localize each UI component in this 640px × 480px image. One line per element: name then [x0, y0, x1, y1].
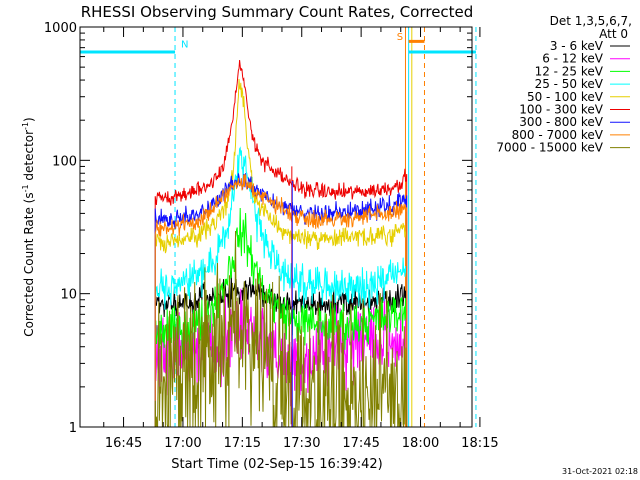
plot-frame: [79, 26, 473, 428]
chart-title: RHESSI Observing Summary Count Rates, Co…: [81, 3, 474, 21]
timestamp: 31-Oct-2021 02:18: [562, 467, 638, 476]
x-tick-label-6: 18:15: [461, 436, 498, 451]
x-tick-label-0: 16:45: [105, 436, 142, 451]
y-tick-label-1: 10: [60, 288, 77, 303]
legend-label-5: 100 - 300 keV: [519, 103, 603, 117]
x-tick-label-1: 17:00: [164, 436, 201, 451]
flag-label-2: S: [397, 32, 403, 43]
legend-label-3: 25 - 50 keV: [535, 77, 604, 91]
legend-header-line1: Det 1,3,5,6,7,: [550, 14, 632, 28]
y-tick-label-3: 1000: [44, 21, 77, 36]
series-line-4: [154, 78, 408, 427]
x-tick-label-2: 17:15: [224, 436, 261, 451]
y-axis-label: Corrected Count Rate (s-1 detector-1): [21, 117, 36, 336]
legend-label-0: 3 - 6 keV: [550, 39, 604, 53]
x-tick-label-4: 17:45: [342, 436, 379, 451]
x-tick-label-3: 17:30: [283, 436, 320, 451]
y-tick-label-0: 1: [69, 421, 77, 436]
legend-label-1: 6 - 12 keV: [542, 52, 604, 66]
y-tick-label-2: 100: [52, 154, 77, 169]
flag-label-0: N: [181, 40, 188, 51]
x-axis-label: Start Time (02-Sep-15 16:39:42): [171, 457, 382, 472]
legend-label-6: 300 - 800 keV: [519, 115, 603, 129]
series-line-3: [154, 146, 408, 427]
x-tick-label-5: 18:00: [402, 436, 439, 451]
y-axis-label-part2: detector: [22, 130, 36, 185]
y-axis-label-sup1: -1: [21, 184, 30, 192]
legend-label-4: 50 - 100 keV: [527, 90, 604, 104]
series-line-5: [154, 59, 408, 427]
data-layer: NS: [79, 27, 477, 428]
series-line-7: [154, 173, 408, 427]
legend-label-2: 12 - 25 keV: [535, 64, 604, 78]
y-axis-label-part1: Corrected Count Rate (s: [22, 192, 36, 336]
legend-label-7: 800 - 7000 keV: [512, 128, 604, 142]
y-axis-label-part3: ): [22, 117, 36, 122]
legend-label-8: 7000 - 15000 keV: [496, 141, 603, 155]
axis-layer: 1 10 100 1000 16:45 17:00 17:15 17:30 17:45 18:00…: [44, 21, 499, 451]
series-line-2: [154, 207, 408, 427]
legend-header-line2: Att 0: [599, 27, 628, 41]
y-axis-label-sup2: -1: [21, 122, 30, 130]
